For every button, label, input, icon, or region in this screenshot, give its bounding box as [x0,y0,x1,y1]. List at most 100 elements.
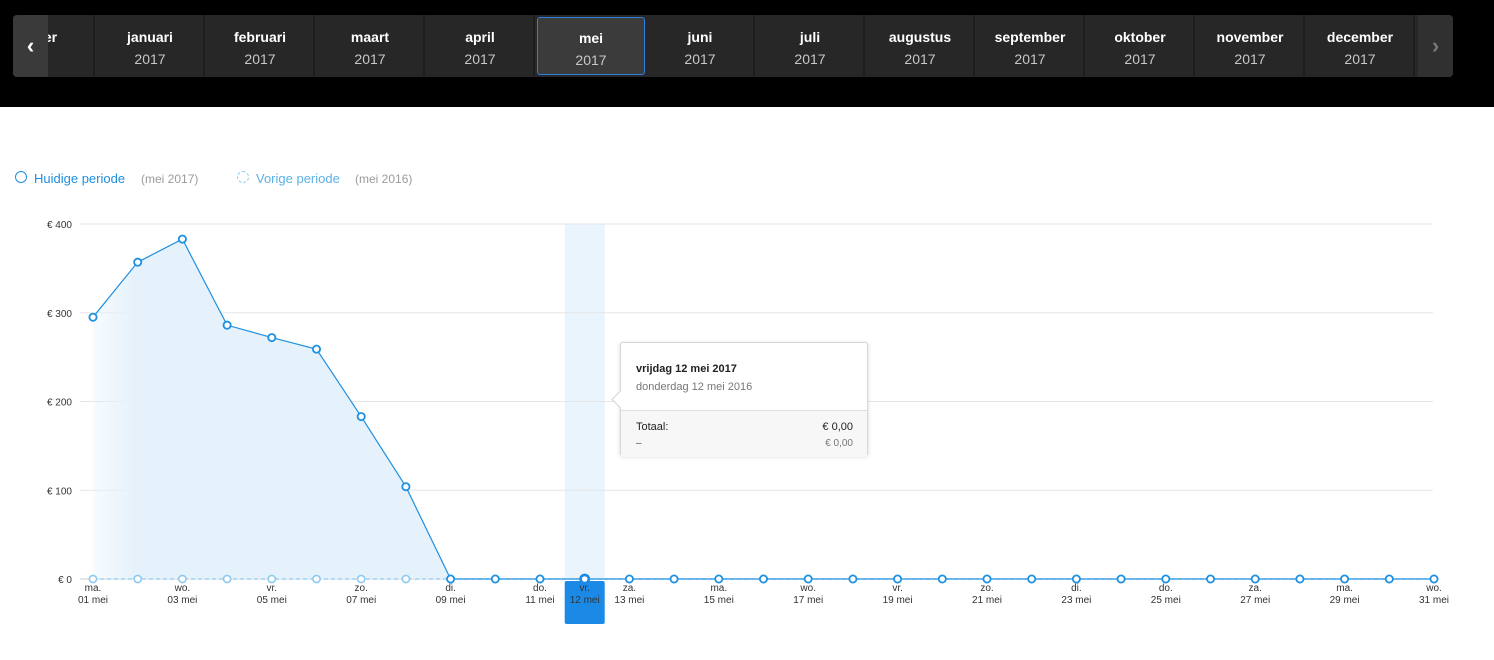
circle-icon [15,171,27,183]
next-months-button[interactable]: › [1418,15,1453,77]
tooltip-previous-value: € 0,00 [825,438,853,449]
x-tick-date: 19 mei [883,595,913,606]
month-item-april-2017[interactable]: april 2017 [427,15,535,77]
x-tick-date: 23 mei [1061,595,1091,606]
month-year: 2017 [684,51,716,67]
x-tick-date: 11 mei [525,595,554,606]
y-tick-label: € 200 [47,398,72,409]
previous-period-point [356,574,366,584]
month-item-augustus-2017[interactable]: augustus 2017 [867,15,975,77]
x-tick-day: ma. [710,583,727,594]
x-tick-date: 29 mei [1330,595,1360,606]
legend-label-previous: Vorige periode [256,171,340,186]
current-period-point [177,234,187,244]
month-name: augustus [888,29,952,45]
current-period-point [1429,574,1439,584]
month-year: 2017 [1014,51,1046,67]
tooltip-title: vrijdag 12 mei 2017 [636,363,737,375]
current-period-point [1206,574,1216,584]
tooltip-total-value: € 0,00 [822,421,853,433]
current-period-point [669,574,679,584]
month-year: 2017 [1124,51,1156,67]
x-tick-day: ma. [1336,583,1353,594]
current-period-point [133,257,143,267]
month-name: juni [687,29,713,45]
tooltip-previous-label: – [636,438,642,449]
previous-period-point [177,574,187,584]
previous-months-button[interactable]: ‹ [13,15,48,77]
previous-period-point [401,574,411,584]
current-period-point [356,412,366,422]
selected-day-marker [564,581,605,624]
current-period-point [490,574,500,584]
month-item-maart-2017[interactable]: maart 2017 [317,15,425,77]
current-period-point [1295,574,1305,584]
tooltip-total-label: Totaal: [636,421,669,433]
month-name: juli [799,29,821,45]
x-tick-day: vr. [579,583,590,594]
current-period-point [446,574,456,584]
current-period-point [759,574,769,584]
highlighted-point [579,573,590,585]
month-year: 2017 [464,51,496,67]
month-item-mei-2017[interactable]: mei 2017 [537,17,645,75]
x-tick-day: di. [445,583,456,594]
tooltip-footer: Totaal: € 0,00 – € 0,00 [621,410,867,457]
y-tick-label: € 400 [47,220,72,231]
x-tick-date: 09 mei [436,595,466,606]
chevron-right-icon: › [1431,33,1440,58]
x-tick-date: 31 mei [1419,595,1449,606]
current-period-point [267,333,277,343]
month-year: 2017 [354,51,386,67]
y-tick-label: € 0 [58,575,72,586]
x-tick-day: zo. [355,583,368,594]
current-period-point [803,574,813,584]
x-tick-day: ma. [85,583,102,594]
month-year: 2017 [794,51,826,67]
previous-period-point [88,574,98,584]
month-item-december-2017[interactable]: december 2017 [1307,15,1415,77]
month-name: maart [350,29,390,45]
month-item-juni-2017[interactable]: juni 2017 [647,15,755,77]
current-period-point [1027,574,1037,584]
x-tick-date: 07 mei [346,595,376,606]
month-item-juli-2017[interactable]: juli 2017 [757,15,865,77]
current-period-point [222,320,232,330]
legend-sub-current: (mei 2017) [141,172,199,186]
current-period-point [714,574,724,584]
current-period-point [982,574,992,584]
y-tick-label: € 100 [47,486,72,497]
x-tick-date: 15 mei [704,595,734,606]
month-name: mei [578,30,604,46]
x-tick-day: do. [533,583,547,594]
current-period-point [848,574,858,584]
month-item-oktober-2017[interactable]: oktober 2017 [1087,15,1195,77]
current-period-point [88,312,98,322]
month-name: januari [127,29,173,45]
x-tick-day: za. [623,583,636,594]
month-year: 2017 [904,51,936,67]
x-tick-day: vr. [892,583,903,594]
month-item-februari-2017[interactable]: februari 2017 [207,15,315,77]
previous-period-point [312,574,321,584]
x-tick-date: 27 mei [1240,595,1270,606]
month-item-november-2017[interactable]: november 2017 [1197,15,1305,77]
current-period-area [93,239,1434,579]
month-name: april [465,29,495,45]
x-tick-day: di. [1071,583,1082,594]
previous-period-point [222,574,232,584]
month-name: februari [233,29,287,45]
chevron-left-icon: ‹ [26,33,35,58]
x-tick-date: 05 mei [257,595,287,606]
month-year: 2017 [1344,51,1376,67]
current-period-point [311,344,321,354]
month-name: september [994,29,1066,45]
x-tick-date: 25 mei [1151,595,1181,606]
month-item-januari-2017[interactable]: januari 2017 [97,15,205,77]
x-tick-date: 01 mei [78,595,108,606]
month-year: 2017 [244,51,276,67]
tooltip-subtitle: donderdag 12 mei 2016 [636,381,753,393]
x-tick-date: 13 mei [614,595,644,606]
month-item-september-2017[interactable]: september 2017 [977,15,1085,77]
current-period-point [1161,574,1171,584]
